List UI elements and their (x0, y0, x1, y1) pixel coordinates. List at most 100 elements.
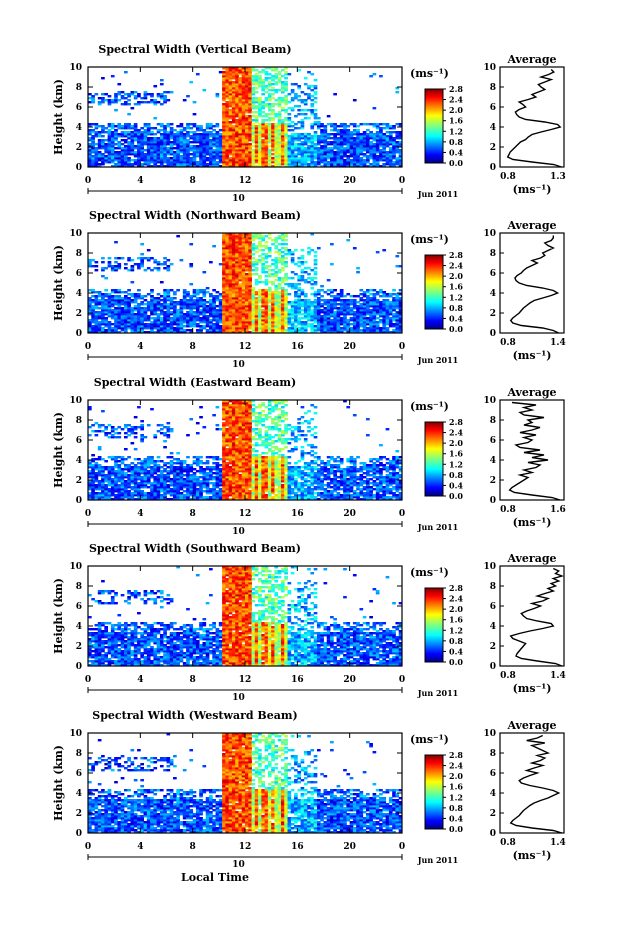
average-y-tick-label: 6 (490, 769, 496, 779)
average-y-tick-label: 6 (490, 269, 496, 279)
colorbar-tick-label: 0.0 (449, 657, 463, 667)
y-axis-label: Height (km) (52, 245, 65, 321)
y-tick-label: 0 (76, 163, 82, 173)
x-tick-label: 20 (343, 675, 356, 685)
x-tick-label: 8 (190, 675, 196, 685)
colorbar-tick-label: 2.4 (449, 594, 463, 604)
panel-title: Spectral Width (Southward Beam) (89, 542, 301, 555)
average-y-tick-label: 0 (490, 329, 496, 339)
average-x-tick-label: 1.4 (550, 838, 566, 848)
y-axis-label: Height (km) (52, 745, 65, 821)
average-x-tick-label: 1.4 (550, 338, 566, 348)
average-x-tick-label: 0.8 (500, 505, 516, 515)
y-tick-label: 2 (76, 476, 82, 486)
y-tick-label: 10 (69, 562, 82, 572)
colorbar (424, 587, 444, 663)
average-y-tick-label: 4 (490, 456, 496, 466)
y-tick-label: 10 (69, 63, 82, 73)
x-tick-label: 20 (343, 342, 356, 352)
average-profile-line (509, 734, 563, 834)
average-frame (499, 66, 565, 168)
x-tick-label: 0 (85, 176, 91, 186)
colorbar (424, 754, 444, 830)
x-tick-label: 0 (85, 342, 91, 352)
colorbar-unit: (ms⁻¹) (410, 233, 449, 246)
date-day: 10 (232, 360, 245, 370)
average-x-tick-label: 0.8 (500, 172, 516, 182)
y-tick-label: 4 (76, 789, 82, 799)
x-tick-label: 8 (190, 342, 196, 352)
colorbar-tick-label: 0.4 (449, 313, 463, 323)
colorbar-tick-label: 0.0 (449, 491, 463, 501)
colorbar-tick-label: 2.8 (449, 250, 463, 260)
colorbar-tick-label: 0.4 (449, 147, 463, 157)
average-frame (499, 732, 565, 834)
average-y-tick-label: 4 (490, 123, 496, 133)
average-y-tick-label: 2 (490, 642, 496, 652)
average-y-tick-label: 6 (490, 602, 496, 612)
y-tick-label: 10 (69, 229, 82, 239)
x-tick-label: 0 (85, 675, 91, 685)
y-tick-label: 6 (76, 769, 82, 779)
x-tick-label: 16 (291, 342, 304, 352)
average-y-tick-label: 0 (490, 163, 496, 173)
average-title: Average (506, 53, 556, 66)
average-x-tick-label: 1.3 (550, 172, 566, 182)
x-tick-label: 4 (137, 342, 143, 352)
average-x-tick-label: 0.8 (500, 838, 516, 848)
average-y-tick-label: 2 (490, 476, 496, 486)
colorbar-tick-label: 0.0 (449, 158, 463, 168)
average-x-label: (ms⁻¹) (513, 516, 552, 529)
x-tick-label: 16 (291, 675, 304, 685)
y-tick-label: 2 (76, 642, 82, 652)
average-y-tick-label: 10 (483, 229, 496, 239)
date-label: Jun 2011 (417, 522, 458, 532)
y-tick-label: 10 (69, 729, 82, 739)
average-frame (499, 565, 565, 667)
colorbar-tick-label: 2.0 (449, 771, 463, 781)
average-y-tick-label: 6 (490, 436, 496, 446)
colorbar-tick-label: 0.8 (449, 803, 463, 813)
colorbar-tick-label: 2.4 (449, 95, 463, 105)
colorbar-unit: (ms⁻¹) (410, 67, 449, 80)
y-tick-label: 0 (76, 662, 82, 672)
x-tick-label: 16 (291, 176, 304, 186)
average-title: Average (506, 552, 556, 565)
x-tick-label: 0 (85, 842, 91, 852)
date-label: Jun 2011 (417, 355, 458, 365)
y-tick-label: 8 (76, 749, 82, 759)
colorbar (424, 88, 444, 164)
x-tick-label: 12 (239, 842, 252, 852)
colorbar-tick-label: 2.0 (449, 604, 463, 614)
colorbar-tick-label: 2.4 (449, 761, 463, 771)
colorbar-tick-label: 1.6 (449, 782, 463, 792)
date-label: Jun 2011 (417, 855, 458, 865)
y-tick-label: 6 (76, 602, 82, 612)
average-x-label: (ms⁻¹) (513, 183, 552, 196)
x-tick-label: 0 (399, 675, 405, 685)
x-axis-label: Local Time (181, 871, 249, 884)
x-tick-label: 0 (85, 509, 91, 519)
average-x-label: (ms⁻¹) (513, 682, 552, 695)
panel-title: Spectral Width (Eastward Beam) (94, 376, 296, 389)
colorbar-tick-label: 2.4 (449, 261, 463, 271)
colorbar-unit: (ms⁻¹) (410, 733, 449, 746)
average-y-tick-label: 8 (490, 249, 496, 259)
average-y-tick-label: 0 (490, 496, 496, 506)
y-tick-label: 2 (76, 143, 82, 153)
date-day: 10 (232, 527, 245, 537)
y-axis-label: Height (km) (52, 578, 65, 654)
colorbar-tick-label: 2.4 (449, 428, 463, 438)
colorbar-tick-label: 0.8 (449, 137, 463, 147)
panel-3: Spectral Width (Southward Beam) 0 2 4 6 8 10 He… (52, 542, 566, 703)
y-axis-label: Height (km) (52, 412, 65, 488)
average-x-label: (ms⁻¹) (513, 349, 552, 362)
y-tick-label: 8 (76, 416, 82, 426)
y-tick-label: 6 (76, 103, 82, 113)
x-tick-label: 4 (137, 842, 143, 852)
y-tick-label: 6 (76, 436, 82, 446)
x-tick-label: 4 (137, 509, 143, 519)
colorbar-tick-label: 2.8 (449, 583, 463, 593)
heatmap-cells (88, 733, 403, 834)
y-tick-label: 4 (76, 123, 82, 133)
